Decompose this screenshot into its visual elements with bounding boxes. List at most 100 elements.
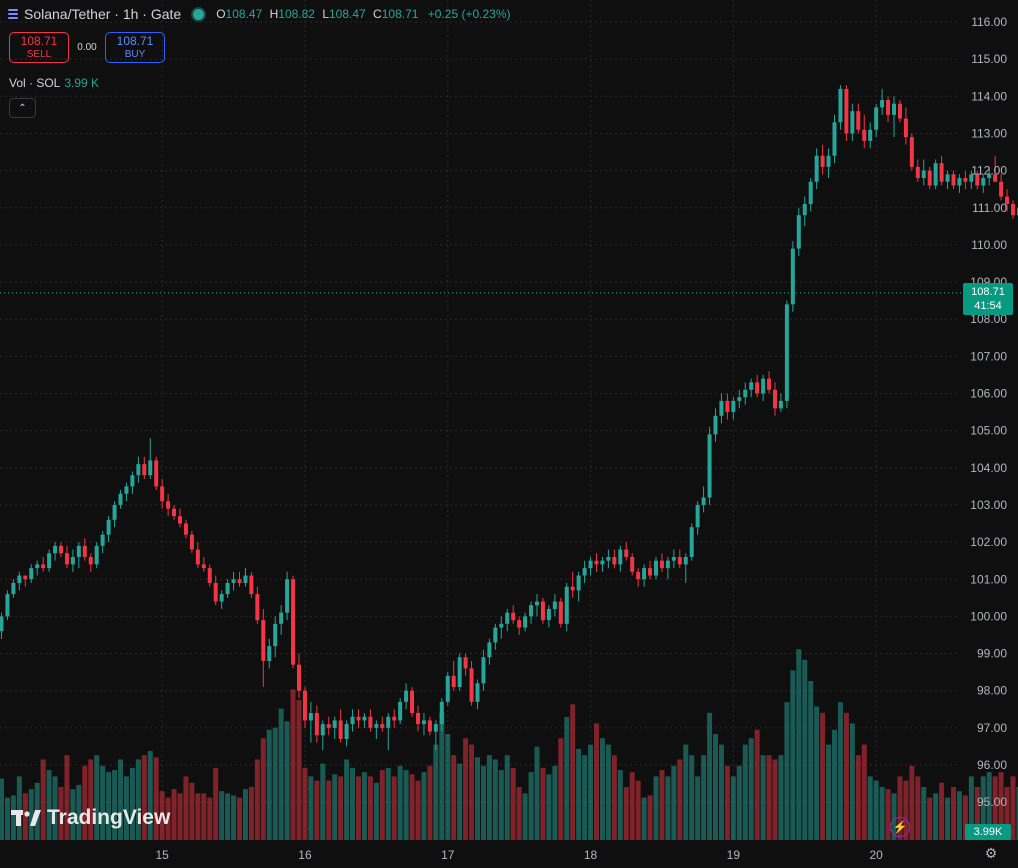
volume-bar [195,793,201,840]
candle [154,456,159,491]
candle-body [957,178,962,186]
volume-bar [826,744,832,840]
candle [172,504,177,520]
candle-body [338,720,343,739]
volume-bar [796,649,802,840]
candle [606,549,611,569]
volume-bar [260,738,266,840]
bar-countdown: 41:54 [974,300,1002,312]
candle [874,103,879,138]
candle-body [47,553,52,569]
candle [195,542,200,569]
price-tick-label: 105.00 [970,424,1007,438]
candle [540,597,545,624]
volume-bar [760,755,766,840]
symbol-title[interactable]: Solana/Tether · 1h · Gate [24,6,182,22]
price-tick-label: 95.00 [977,795,1007,809]
volume-bar [225,793,231,840]
candle-body [88,556,93,565]
buy-label: BUY [124,48,146,60]
volume-bar [278,708,284,840]
candle-body [76,545,81,557]
candle-body [618,549,623,565]
volume-bar [885,789,891,840]
volume-legend[interactable]: Vol · SOL 3.99 K [9,76,99,90]
candle-body [11,582,16,595]
candle-body [219,594,224,602]
candle [820,144,825,175]
volume-bar [641,797,647,840]
volume-bar [350,767,356,840]
candle [963,170,968,190]
candle [648,560,653,580]
candle [535,594,539,617]
sell-button[interactable]: 108.71 SELL [9,32,69,63]
candle [499,616,504,639]
price-tick-label: 103.00 [970,498,1007,512]
candle [427,716,432,736]
candle-body [689,527,694,557]
candle-body [969,174,974,182]
candle [410,686,415,717]
candle [285,571,290,621]
time-tick-label: 19 [727,848,741,862]
candle-body [35,564,40,569]
candle [546,605,551,628]
volume-bar [147,750,153,840]
volume-bar [153,757,159,840]
candle-body [767,378,772,390]
price-axis[interactable]: 95.00 96.00 97.00 98.00 99.00 100.00 101.00 102… [970,15,1007,809]
candle [677,549,682,569]
candle-body [469,668,474,702]
candle [624,542,629,561]
volume-bar [903,780,909,840]
volume-bar [177,793,183,840]
volume-bar [308,776,314,840]
candle-body [1016,207,1018,216]
candle-body [886,100,891,115]
candle-body [0,616,4,632]
candle [106,516,111,543]
candle [249,571,254,598]
volume-bar [558,738,564,840]
candle-body [148,460,153,476]
volume-bar [677,759,683,840]
candle [76,542,81,569]
price-tick-label: 113.00 [971,126,1007,140]
lightning-icon[interactable]: ⚡ [890,817,910,837]
volume-bar [290,689,296,840]
candle [53,542,58,561]
volume-bar [742,744,748,840]
candle-body [362,716,367,721]
volume-bar [415,780,421,840]
volume-bar [623,787,629,840]
candle-body [808,181,813,205]
high-value: 108.82 [278,7,315,21]
candle-body [546,608,551,621]
price-tick-label: 112.00 [971,164,1007,178]
symbol-menu-icon[interactable] [8,8,18,20]
tradingview-logo[interactable]: TradingView [11,806,170,830]
candle-body [737,397,742,401]
volume-bar [338,776,344,840]
market-status-icon[interactable] [193,8,205,20]
volume-bar [861,744,867,840]
trade-buttons: 108.71 SELL 0.00 108.71 BUY [9,32,165,63]
candle [856,103,861,134]
candle [344,720,349,747]
price-tick-label: 101.00 [970,572,1007,586]
buy-button[interactable]: 108.71 BUY [105,32,165,63]
time-axis[interactable]: 15 16 17 18 19 20 [155,848,883,862]
candle-body [844,88,849,134]
candle [951,170,956,190]
candle-body [1011,204,1015,216]
candle-body [790,248,795,305]
candle [665,556,670,580]
candle [576,571,581,602]
collapse-legend-button[interactable]: ⌃ [9,98,36,118]
candle [267,638,272,669]
candle [225,579,230,598]
candle [1005,189,1010,212]
settings-icon[interactable]: ⚙ [984,845,998,861]
